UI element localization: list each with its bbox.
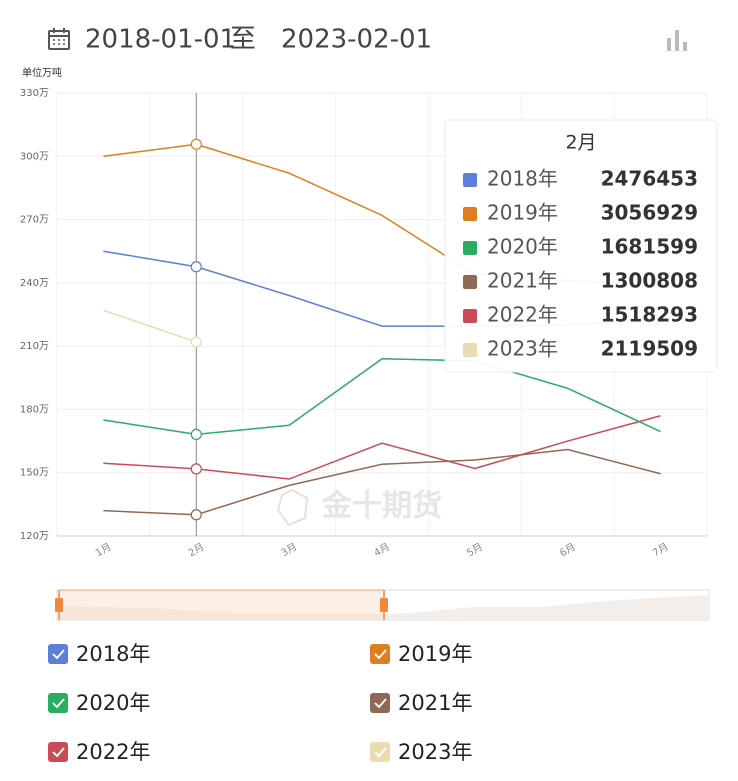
watermark-logo <box>276 488 309 527</box>
legend-label: 2023年 <box>398 740 472 764</box>
legend-check <box>52 698 65 709</box>
legend-check <box>374 747 387 758</box>
tooltip-swatch <box>463 207 477 221</box>
tooltip-value: 1518293 <box>601 303 698 327</box>
highlight-point <box>190 428 202 441</box>
tooltip-swatch <box>463 275 477 289</box>
x-tick-label: 3月 <box>279 541 299 560</box>
y-tick-label: 240万 <box>20 278 49 289</box>
x-tick-label: 5月 <box>465 541 485 560</box>
legend-label: 2020年 <box>76 691 150 715</box>
tooltip-series-name: 2022年 <box>487 303 558 327</box>
x-tick-label: 7月 <box>650 541 670 560</box>
legend-item[interactable]: 2019年 <box>370 642 472 666</box>
tooltip-value: 2476453 <box>601 167 698 191</box>
tooltip-title: 2月 <box>565 132 596 154</box>
tooltip-series-name: 2019年 <box>487 201 558 225</box>
calendar-icon <box>48 28 70 50</box>
legend-label: 2019年 <box>398 642 472 666</box>
tooltip-series-name: 2021年 <box>487 269 558 293</box>
y-tick-label: 180万 <box>20 404 49 415</box>
legend-check <box>374 698 387 709</box>
date-end: 2023-02-01 <box>281 25 432 55</box>
legend: 2018年 2019年 2020年 2021年 2022年 2023年 <box>48 642 472 764</box>
highlight-point <box>190 261 202 273</box>
highlight-point <box>190 509 202 521</box>
chart-type-button[interactable] <box>667 30 687 51</box>
tooltip-series-name: 2020年 <box>487 235 558 259</box>
legend-check <box>52 747 65 758</box>
legend-item[interactable]: 2020年 <box>48 691 150 715</box>
legend-label: 2021年 <box>398 691 472 715</box>
tooltip-value: 2119509 <box>601 337 698 361</box>
y-tick-label: 120万 <box>20 531 49 542</box>
y-tick-label: 210万 <box>20 341 49 352</box>
tooltip-value: 1681599 <box>601 235 698 259</box>
y-tick-label: 270万 <box>20 215 49 226</box>
legend-checkbox[interactable] <box>48 742 68 762</box>
x-tick-label: 1月 <box>93 541 113 560</box>
y-tick-label: 300万 <box>20 151 49 162</box>
tooltip-value: 3056929 <box>601 201 698 225</box>
x-tick-label: 6月 <box>558 541 578 560</box>
legend-check <box>374 649 387 660</box>
legend-checkbox[interactable] <box>370 742 390 762</box>
legend-label: 2018年 <box>76 642 150 666</box>
legend-checkbox[interactable] <box>48 644 68 664</box>
legend-item[interactable]: 2023年 <box>370 740 472 764</box>
plot: 120万 150万 180万 210万 240万 270万 300万 330万 1月 2月 3月 4月… <box>20 88 708 560</box>
watermark: 金十期货 <box>321 489 442 524</box>
legend-check <box>52 649 65 660</box>
tooltip-series-name: 2023年 <box>487 337 558 361</box>
x-tick-label: 4月 <box>372 541 392 560</box>
highlight-point <box>190 138 202 150</box>
legend-checkbox[interactable] <box>370 644 390 664</box>
series-line <box>103 415 661 480</box>
unit-label: 单位万吨 <box>22 66 62 79</box>
highlight-point <box>190 463 202 475</box>
tooltip-value: 1300808 <box>601 269 698 293</box>
data-zoom[interactable] <box>55 589 710 621</box>
legend-item[interactable]: 2021年 <box>370 691 472 715</box>
tooltip-swatch <box>463 241 477 255</box>
tooltip-swatch <box>463 309 477 323</box>
y-tick-label: 150万 <box>20 468 49 479</box>
tooltip-swatch <box>463 173 477 187</box>
legend-item[interactable]: 2018年 <box>48 642 150 666</box>
tooltip: 2月 2018年 2476453 2019年 3056929 2020年 1681599 20… <box>444 119 718 373</box>
series-line <box>103 309 197 343</box>
legend-checkbox[interactable] <box>370 693 390 713</box>
date-separator: 至 <box>230 25 256 55</box>
x-tick-label: 2月 <box>186 541 206 560</box>
highlight-point <box>190 336 202 348</box>
legend-label: 2022年 <box>76 740 150 764</box>
date-start: 2018-01-01 <box>85 25 236 55</box>
legend-item[interactable]: 2022年 <box>48 740 150 764</box>
tooltip-swatch <box>463 343 477 357</box>
tooltip-series-name: 2018年 <box>487 167 558 191</box>
y-tick-label: 330万 <box>20 88 49 99</box>
legend-checkbox[interactable] <box>48 693 68 713</box>
